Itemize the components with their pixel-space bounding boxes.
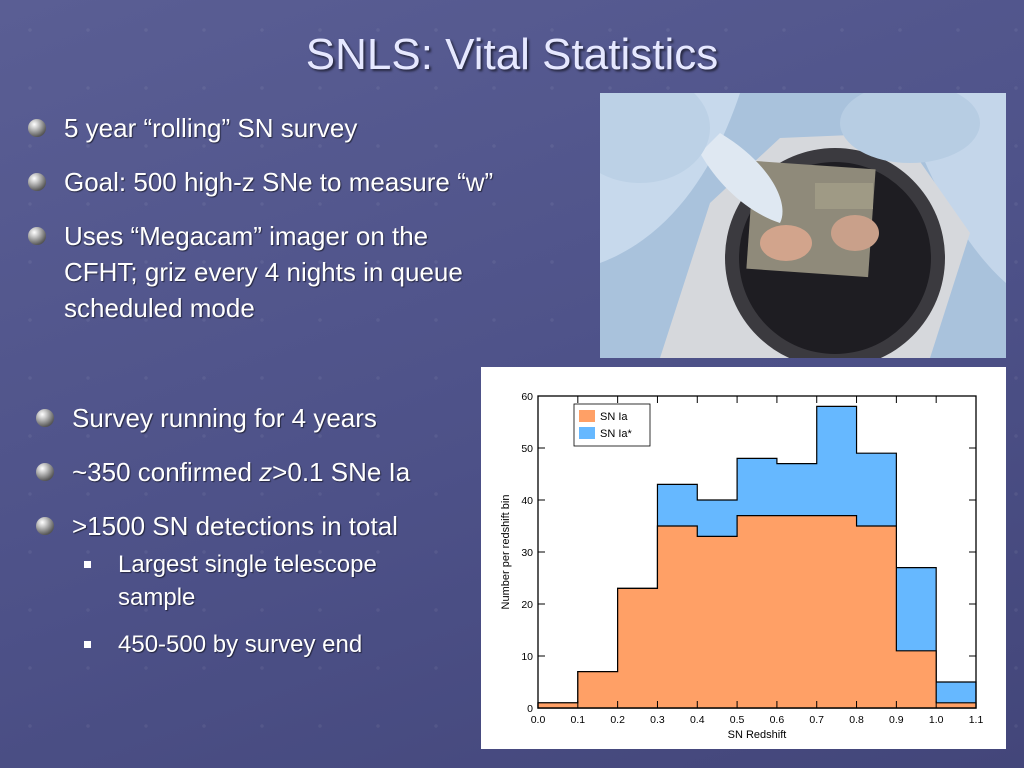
bullet-survey-running: Survey running for 4 years <box>36 400 486 436</box>
histogram-series-sn-ia <box>537 515 977 709</box>
x-tick-label: 0.6 <box>770 714 785 726</box>
bullet-megacam-line3: scheduled mode <box>64 293 255 323</box>
bullet-detections: >1500 SN detections in total Largest sin… <box>36 508 486 661</box>
sub-bullet-survey-end: 450-500 by survey end <box>84 628 486 661</box>
bottom-bullet-list: Survey running for 4 years ~350 confirme… <box>36 400 486 675</box>
legend-swatch <box>579 427 595 439</box>
bullet-goal: Goal: 500 high-z SNe to measure “w” <box>28 164 598 200</box>
sub-bullet-list: Largest single telescope sample 450-500 … <box>36 548 486 661</box>
megacam-photo-illustration <box>600 93 1006 358</box>
x-tick-label: 0.0 <box>531 714 546 726</box>
bullet-orb-icon <box>28 173 46 191</box>
slide-title: SNLS: Vital Statistics <box>305 30 719 79</box>
x-tick-label: 1.1 <box>969 714 984 726</box>
redshift-histogram-chart: 0.0 0.1 0.2 0.3 0.4 0.5 0.6 0.7 0.8 0.9 1.0 1.1 0 10 2… <box>500 391 984 741</box>
y-axis-label: Number per redshift bin <box>500 495 512 610</box>
x-tick-label: 1.0 <box>929 714 944 726</box>
top-bullet-list: 5 year “rolling” SN survey Goal: 500 hig… <box>28 110 598 344</box>
bullet-megacam: Uses “Megacam” imager on the CFHT; griz … <box>28 218 598 326</box>
bullet-megacam-line2: CFHT; griz every 4 nights in queue <box>64 257 463 287</box>
sub-bullet-largest: Largest single telescope sample <box>84 548 486 614</box>
y-tick-label: 30 <box>521 547 533 559</box>
bullet-orb-icon <box>28 119 46 137</box>
x-tick-label: 0.8 <box>849 714 864 726</box>
bullet-survey: 5 year “rolling” SN survey <box>28 110 598 146</box>
square-bullet-icon <box>84 641 91 648</box>
bullet-megacam-line1: Uses “Megacam” imager on the <box>64 221 429 251</box>
x-tick-label: 0.3 <box>650 714 665 726</box>
x-tick-label: 0.7 <box>809 714 824 726</box>
legend-swatch <box>579 410 595 422</box>
bullet-confirmed: ~350 confirmed z>0.1 SNe Ia <box>36 454 486 490</box>
y-tick-label: 50 <box>521 443 533 455</box>
x-tick-label: 0.4 <box>690 714 705 726</box>
x-axis-label: SN Redshift <box>728 729 787 741</box>
bullet-orb-icon <box>28 227 46 245</box>
x-tick-label: 0.2 <box>610 714 625 726</box>
square-bullet-icon <box>84 561 91 568</box>
y-tick-label: 20 <box>521 599 533 611</box>
bullet-orb-icon <box>36 517 54 535</box>
legend-label: SN Ia* <box>600 428 633 440</box>
megacam-photo <box>600 93 1006 358</box>
redshift-histogram-panel: 0.0 0.1 0.2 0.3 0.4 0.5 0.6 0.7 0.8 0.9 1.0 1.1 0 10 2… <box>481 367 1006 749</box>
y-tick-label: 0 <box>527 703 533 715</box>
legend-label: SN Ia <box>600 411 628 423</box>
y-tick-label: 40 <box>521 495 533 507</box>
x-tick-label: 0.5 <box>730 714 745 726</box>
bullet-orb-icon <box>36 463 54 481</box>
x-tick-label: 0.9 <box>889 714 904 726</box>
x-tick-label: 0.1 <box>571 714 586 726</box>
y-tick-label: 10 <box>521 651 533 663</box>
y-tick-label: 60 <box>521 391 533 403</box>
bullet-orb-icon <box>36 409 54 427</box>
